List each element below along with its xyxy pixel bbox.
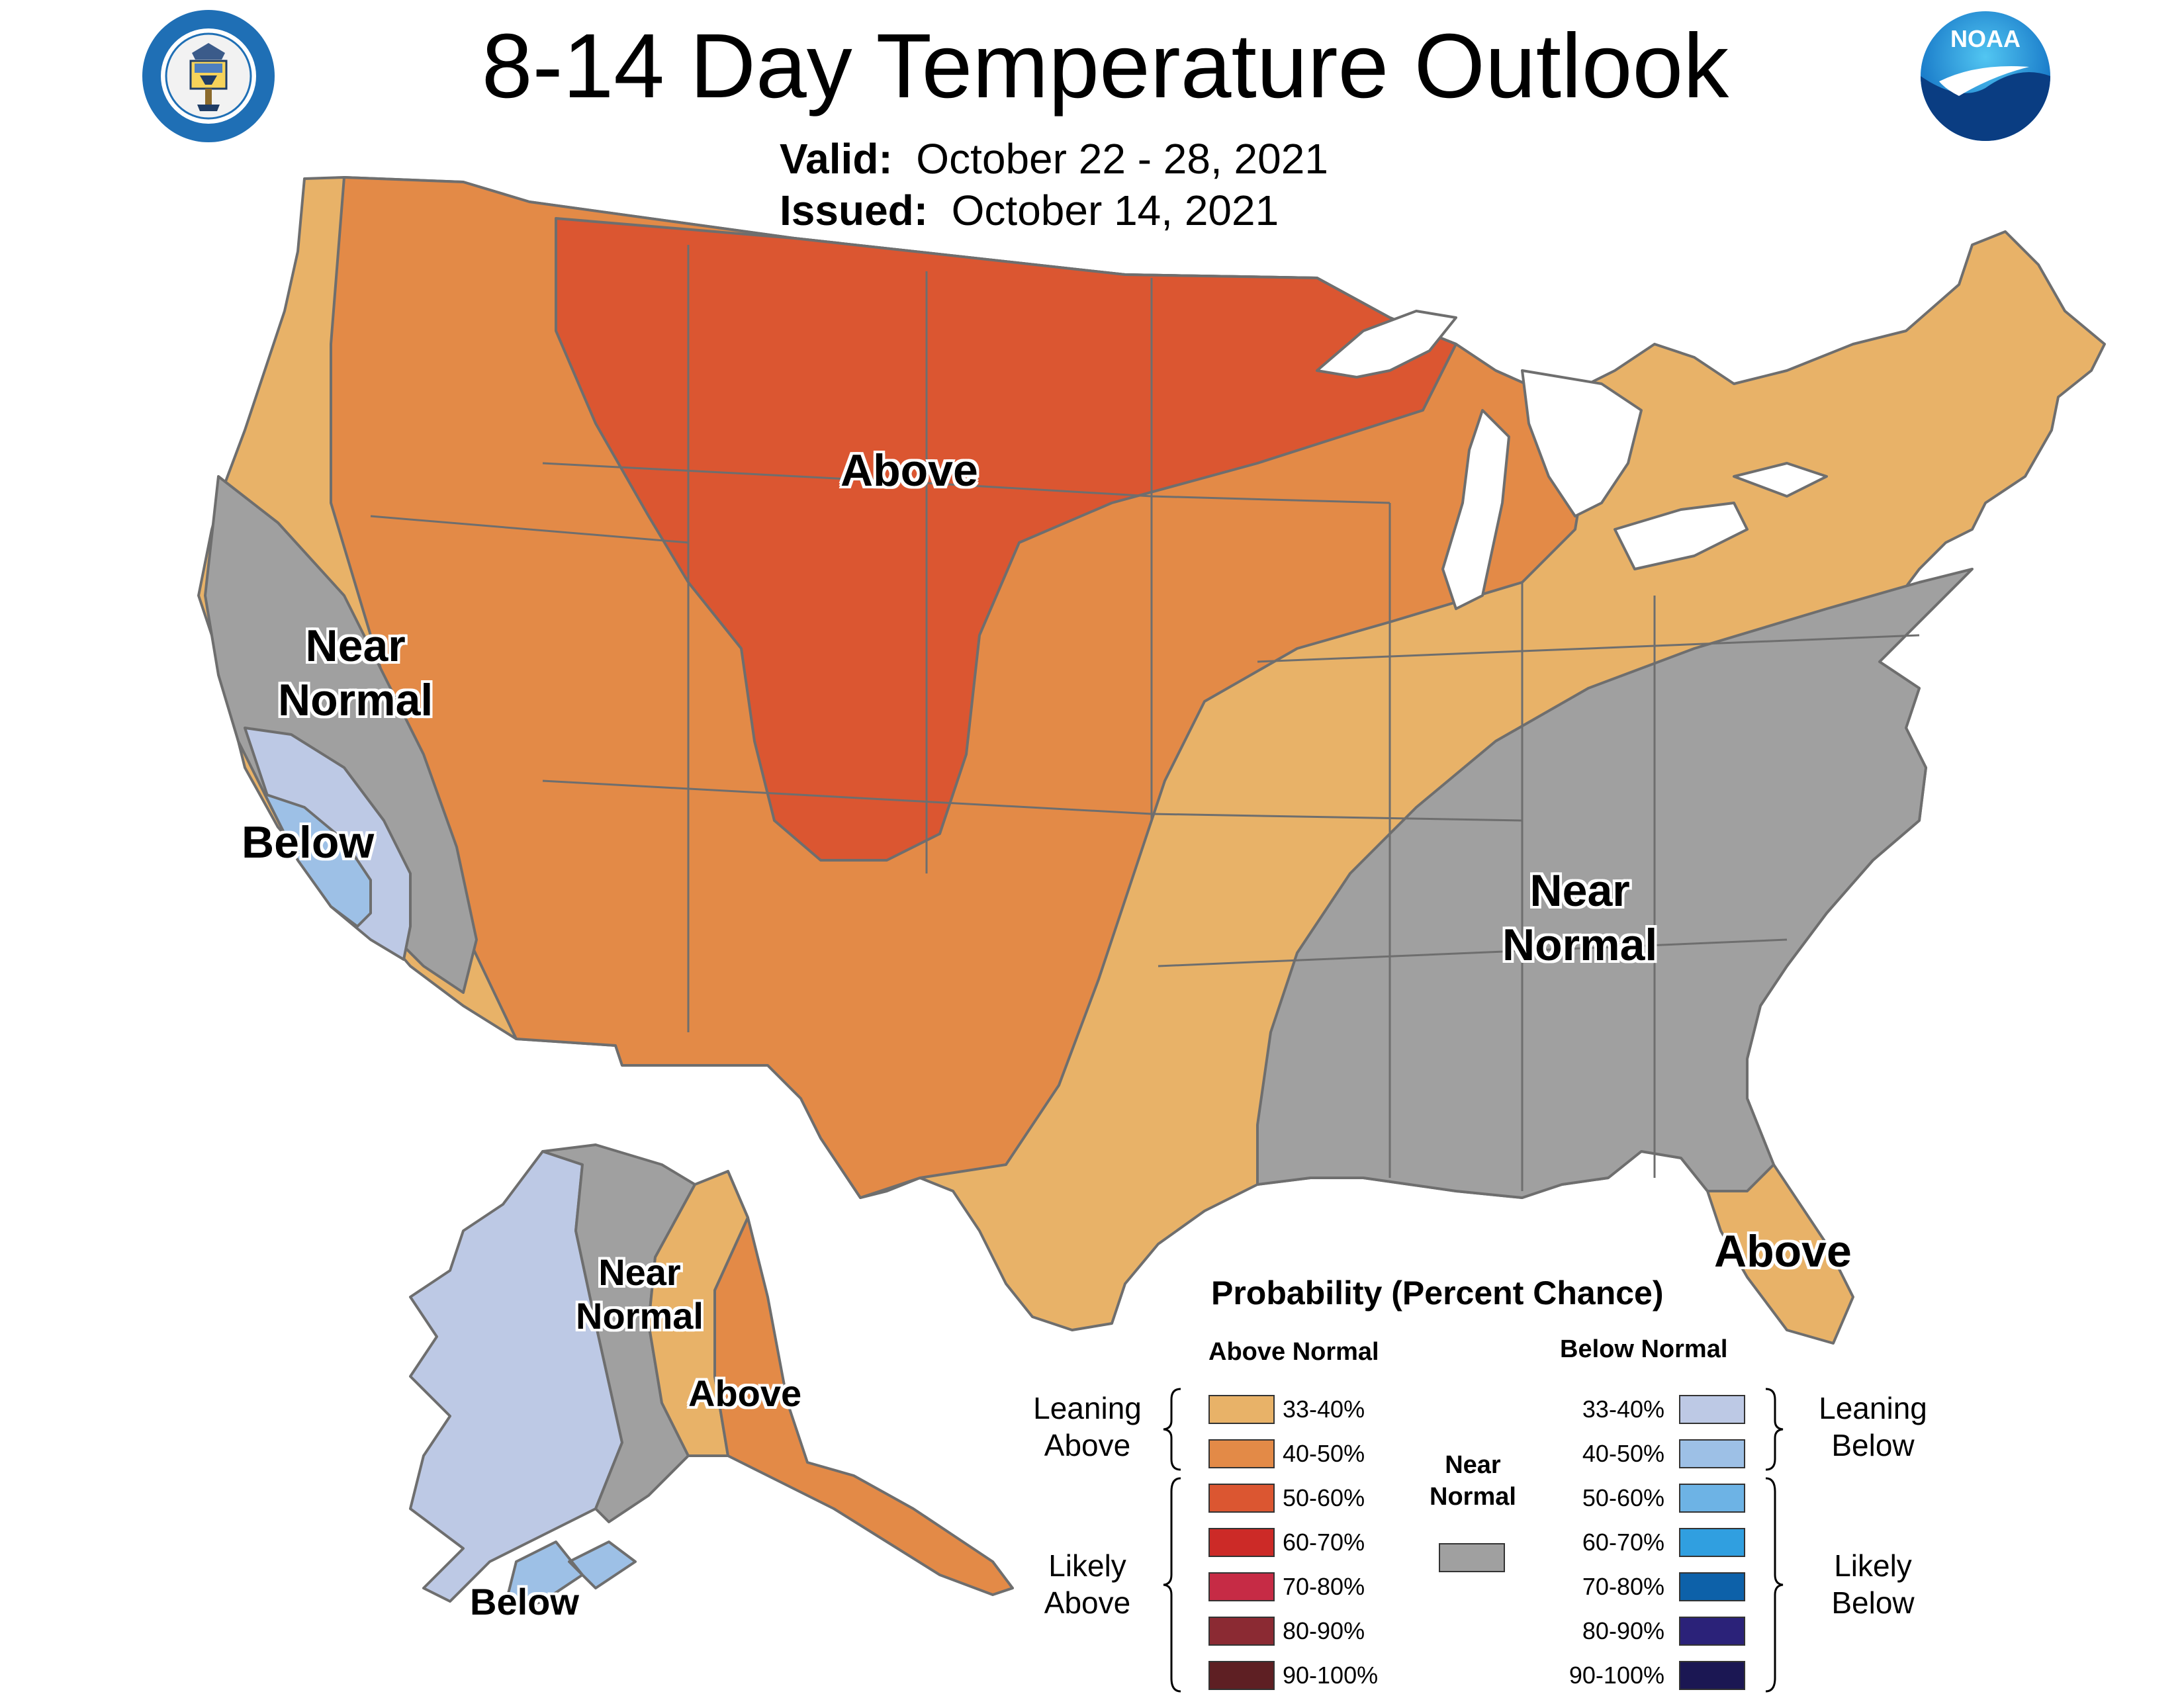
alaska-near-normal-label: Near Normal <box>576 1251 704 1338</box>
issued-label: Issued: <box>780 187 929 234</box>
state-boundaries <box>370 245 1920 1191</box>
conus-west-near-text-2: Normal <box>278 675 433 725</box>
alaska-near-text-2: Normal <box>576 1295 704 1337</box>
alaska-near-normal-region <box>541 1143 696 1523</box>
florida-above-text: Above <box>1714 1226 1852 1276</box>
conus-map <box>197 176 2106 1345</box>
legend-above-range: 40-50% <box>1283 1440 1365 1467</box>
conus-below-text: Below <box>242 817 375 868</box>
legend-above-range: 70-80% <box>1283 1573 1365 1600</box>
leaning-above-text-2: Above <box>1044 1428 1131 1462</box>
alaska-above-text: Above <box>688 1372 802 1414</box>
conus-southeast-near-normal-label: Near Normal <box>1502 864 1657 972</box>
legend-below-range: 50-60% <box>1582 1484 1664 1511</box>
legend-above-swatch <box>1208 1572 1275 1601</box>
legend-likely-above-label: Likely Above <box>1018 1547 1157 1621</box>
alaska-map <box>409 1143 1014 1616</box>
below-40-50-west-region <box>263 793 372 928</box>
legend-above-swatch <box>1208 1661 1275 1690</box>
issued-value: October 14, 2021 <box>951 187 1279 234</box>
alaska-near-text-1: Near <box>598 1251 681 1293</box>
likely-below-text-1: Likely <box>1834 1548 1912 1583</box>
legend-leaning-below-label: Leaning Below <box>1800 1390 1946 1464</box>
legend-below-swatch <box>1679 1617 1745 1646</box>
legend-below-range: 33-40% <box>1582 1396 1664 1423</box>
legend-title: Probability (Percent Chance) <box>1211 1274 1664 1312</box>
florida-above-label: Above <box>1714 1224 1852 1278</box>
legend-above-range: 90-100% <box>1283 1662 1379 1689</box>
conus-west-near-text-1: Near <box>305 621 406 671</box>
legend-likely-below-label: Likely Below <box>1800 1547 1946 1621</box>
legend-above-range: 80-90% <box>1283 1617 1365 1644</box>
valid-dates: Valid: October 22 - 28, 2021 <box>780 132 1328 185</box>
noaa-logo-icon: NOAA <box>1917 7 2054 145</box>
likely-above-brace <box>1163 1477 1181 1693</box>
great-lakes <box>1316 310 1828 610</box>
legend-below-range: 60-70% <box>1582 1529 1664 1556</box>
legend-below-range: 70-80% <box>1582 1573 1664 1600</box>
legend-above-swatch <box>1208 1617 1275 1646</box>
likely-above-text-2: Above <box>1044 1585 1131 1620</box>
legend-near-normal-label: Near Normal <box>1430 1449 1516 1513</box>
noaa-logo-text: NOAA <box>1950 25 2021 52</box>
conus-se-near-text-2: Normal <box>1502 920 1658 970</box>
legend-above-range: 50-60% <box>1283 1484 1365 1511</box>
conus-above-label: Above <box>841 443 978 498</box>
legend-below-range: 90-100% <box>1569 1662 1664 1689</box>
alaska-above-label: Above <box>688 1366 801 1421</box>
legend-below-swatch <box>1679 1661 1745 1690</box>
legend-above-range: 60-70% <box>1283 1529 1365 1556</box>
legend-above-swatch <box>1208 1484 1275 1513</box>
legend-above-range: 33-40% <box>1283 1396 1365 1423</box>
legend-below-range: 40-50% <box>1582 1440 1664 1467</box>
legend-below-swatch <box>1679 1572 1745 1601</box>
likely-below-brace <box>1765 1477 1784 1693</box>
legend-below-swatch <box>1679 1395 1745 1424</box>
legend-below-swatch <box>1679 1439 1745 1468</box>
alaska-below-text: Below <box>470 1581 579 1623</box>
near-normal-west-region <box>204 475 478 994</box>
map-title: 8-14 Day Temperature Outlook <box>481 15 1729 117</box>
conus-west-near-normal-label: Near Normal <box>278 619 433 727</box>
department-of-commerce-seal-icon <box>142 10 275 142</box>
legend-below-header: Below Normal <box>1560 1335 1728 1363</box>
legend-above-swatch <box>1208 1395 1275 1424</box>
legend-above-swatch <box>1208 1439 1275 1468</box>
legend-above-header: Above Normal <box>1208 1338 1379 1366</box>
legend-below-range: 80-90% <box>1582 1617 1664 1644</box>
legend-near-text-2: Normal <box>1430 1483 1516 1511</box>
above-50-60-region <box>555 217 1457 862</box>
leaning-below-brace <box>1765 1388 1784 1471</box>
legend-above-swatch <box>1208 1528 1275 1557</box>
legend-near-text-1: Near <box>1445 1451 1501 1479</box>
alaska-above-40-50-region <box>713 1170 1014 1596</box>
valid-label: Valid: <box>780 135 893 183</box>
conus-above-text: Above <box>841 445 978 496</box>
alaska-below-label: Below <box>470 1575 579 1629</box>
legend-below-swatch <box>1679 1528 1745 1557</box>
issued-date: Issued: October 14, 2021 <box>780 184 1279 237</box>
conus-se-near-text-1: Near <box>1529 866 1630 916</box>
likely-below-text-2: Below <box>1831 1585 1915 1620</box>
leaning-above-brace <box>1163 1388 1181 1471</box>
leaning-above-text-1: Leaning <box>1033 1391 1142 1425</box>
likely-above-text-1: Likely <box>1048 1548 1126 1583</box>
conus-below-label: Below <box>242 815 374 869</box>
legend-below-swatch <box>1679 1484 1745 1513</box>
legend-near-normal-swatch <box>1439 1543 1505 1572</box>
valid-value: October 22 - 28, 2021 <box>916 135 1328 183</box>
leaning-below-text-1: Leaning <box>1819 1391 1927 1425</box>
legend-leaning-above-label: Leaning Above <box>1018 1390 1157 1464</box>
alaska-below-40-50-region <box>502 1540 637 1616</box>
leaning-below-text-2: Below <box>1831 1428 1915 1462</box>
